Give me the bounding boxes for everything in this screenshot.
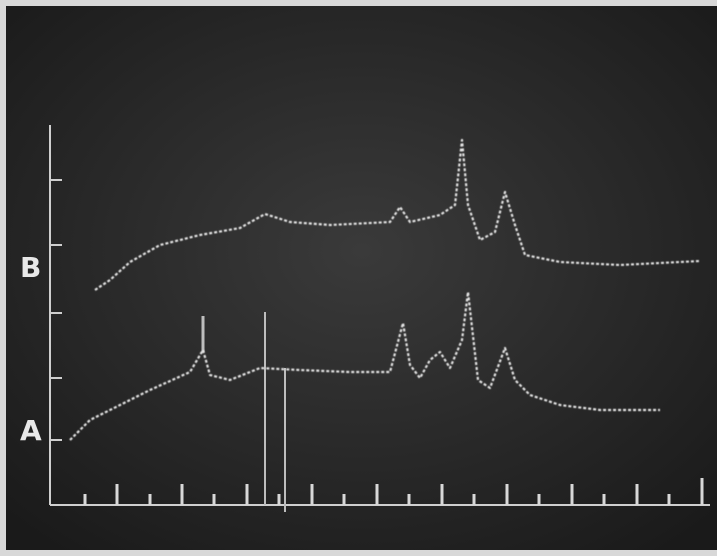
trace-label: B <box>20 251 41 284</box>
cursors <box>201 312 286 512</box>
x-ticks <box>83 478 704 505</box>
trace-label: A <box>20 414 42 447</box>
screen <box>6 6 717 550</box>
trace-b <box>94 138 701 291</box>
axes <box>49 125 710 506</box>
trace-a <box>69 290 660 441</box>
